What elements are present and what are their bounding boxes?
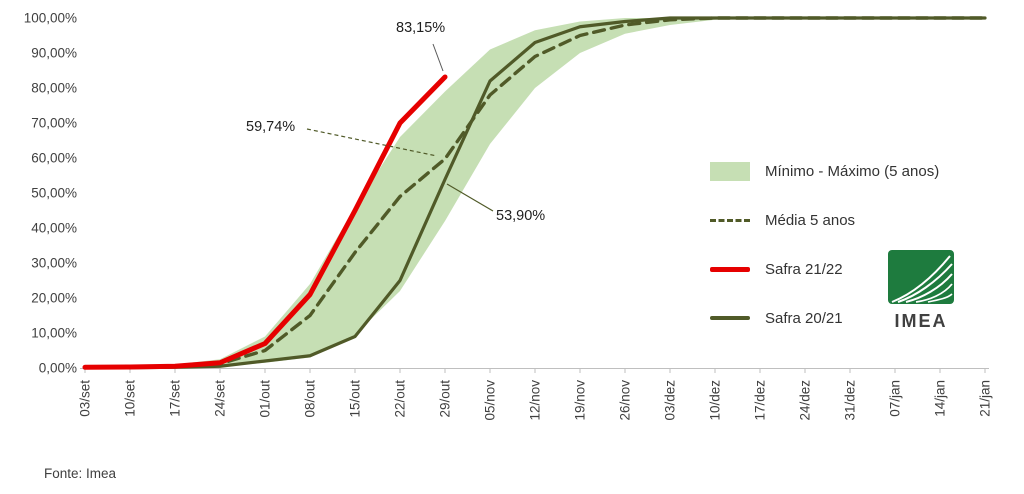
x-axis-label: 24/set (213, 380, 228, 417)
annotation-safra-20-21-value: 53,90% (496, 208, 546, 224)
x-axis-label: 08/out (303, 380, 318, 418)
safra-21-22-line-swatch (710, 266, 750, 272)
min-max-band-swatch (710, 161, 750, 181)
y-axis-label: 20,00% (31, 291, 77, 306)
annotation-connector-83-15 (432, 43, 444, 72)
x-axis-label: 10/dez (708, 380, 723, 421)
annotation-connector-59-74 (306, 128, 438, 157)
x-axis-label: 03/dez (663, 380, 678, 421)
imea-logo-icon (888, 250, 954, 304)
x-axis-label: 14/jan (933, 380, 948, 417)
safra-20-21-line (83, 16, 987, 370)
legend-item-safra-20-21: Safra 20/21 (710, 307, 939, 329)
annotation-media-5-anos-value: 59,74% (246, 119, 296, 135)
y-axis-label: 30,00% (31, 256, 77, 271)
legend: Mínimo - Máximo (5 anos) Média 5 anos Sa… (710, 160, 939, 356)
min-max-band-area (85, 18, 985, 368)
x-axis-label: 24/dez (798, 380, 813, 421)
x-axis-label: 29/out (438, 380, 453, 418)
x-axis-label: 15/out (348, 380, 363, 418)
x-axis-label: 17/set (168, 380, 183, 417)
x-axis-label: 05/nov (483, 380, 498, 421)
x-axis-label: 22/out (393, 380, 408, 418)
safra-20-21-line-swatch (710, 316, 750, 320)
x-axis-label: 12/nov (528, 380, 543, 421)
y-axis-label: 40,00% (31, 221, 77, 236)
y-axis-label: 90,00% (31, 46, 77, 61)
legend-label-safra-21-22: Safra 21/22 (765, 260, 843, 278)
legend-label-min-max: Mínimo - Máximo (5 anos) (765, 162, 940, 180)
source-note: Fonte: Imea (44, 466, 117, 481)
media-5-anos-dashed-swatch (710, 218, 750, 222)
x-axis-label: 01/out (258, 380, 273, 418)
y-axis-label: 10,00% (31, 326, 77, 341)
legend-item-min-max: Mínimo - Máximo (5 anos) (710, 160, 939, 182)
imea-logo-text: IMEA (894, 311, 948, 331)
x-axis-label: 19/nov (573, 380, 588, 421)
legend-item-safra-21-22: Safra 21/22 (710, 258, 939, 280)
y-axis-label: 0,00% (39, 361, 77, 376)
annotation-connector-53-90 (446, 183, 494, 212)
x-axis-label: 10/set (123, 380, 138, 417)
x-axis-label: 17/dez (753, 380, 768, 421)
annotation-safra-21-22-value: 83,15% (396, 20, 446, 36)
y-axis-label: 80,00% (31, 81, 77, 96)
y-axis-label: 100,00% (24, 11, 77, 26)
x-axis-label: 21/jan (978, 380, 993, 417)
y-axis-label: 60,00% (31, 151, 77, 166)
x-axis-label: 26/nov (618, 380, 633, 421)
y-axis-label: 70,00% (31, 116, 77, 131)
imea-logo: IMEA (884, 250, 958, 332)
legend-item-media-5-anos: Média 5 anos (710, 209, 939, 231)
legend-label-safra-20-21: Safra 20/21 (765, 309, 843, 327)
legend-label-media-5-anos: Média 5 anos (765, 211, 856, 229)
x-axis-label: 31/dez (843, 380, 858, 421)
safra-21-22-line (82, 74, 448, 370)
x-axis-label: 07/jan (888, 380, 903, 417)
x-axis-label: 03/set (78, 380, 93, 417)
y-axis-label: 50,00% (31, 186, 77, 201)
